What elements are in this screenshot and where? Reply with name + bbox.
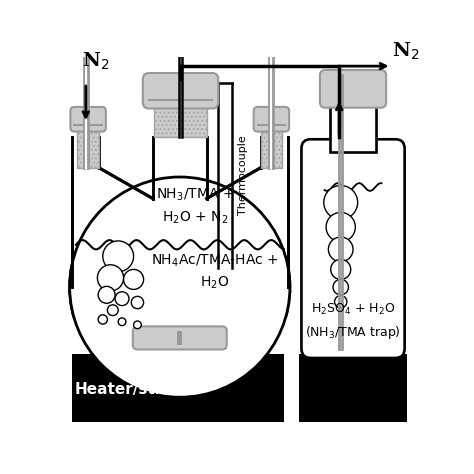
Circle shape [118,318,126,326]
Circle shape [324,185,358,219]
Bar [299,354,407,422]
Circle shape [134,321,141,328]
Circle shape [333,279,348,295]
Text: NH$_4$Ac/TMA-HAc +
H$_2$O: NH$_4$Ac/TMA-HAc + H$_2$O [151,252,278,291]
Circle shape [97,265,124,291]
Bar [177,331,182,345]
Text: N$_2$: N$_2$ [82,50,109,72]
Bar [72,354,284,422]
Bar [73,168,287,354]
Circle shape [326,212,356,242]
FancyBboxPatch shape [320,70,386,108]
Text: H$_2$SO$_4$ + H$_2$O
(NH$_3$/TMA trap): H$_2$SO$_4$ + H$_2$O (NH$_3$/TMA trap) [305,302,401,341]
Bar [261,126,282,168]
Circle shape [70,177,290,397]
Bar [72,354,284,422]
FancyBboxPatch shape [254,107,289,132]
Bar [77,126,99,168]
Circle shape [108,305,118,316]
FancyBboxPatch shape [143,73,219,109]
FancyBboxPatch shape [301,139,405,358]
Text: Thermocouple: Thermocouple [237,136,247,215]
Text: Heater/stirrer: Heater/stirrer [74,382,193,397]
Circle shape [98,286,115,303]
Circle shape [115,292,129,306]
Text: N$_2$: N$_2$ [392,41,419,62]
Bar [330,99,376,152]
Circle shape [103,241,134,272]
Bar [155,95,207,137]
Bar [155,95,207,137]
Circle shape [124,269,144,290]
Circle shape [335,296,347,308]
Circle shape [131,296,144,309]
Bar [261,126,282,168]
FancyBboxPatch shape [71,107,106,132]
FancyBboxPatch shape [133,327,227,349]
Circle shape [328,237,353,262]
Text: NH$_3$/TMA +
H$_2$O + N$_2$: NH$_3$/TMA + H$_2$O + N$_2$ [156,187,234,226]
Circle shape [98,315,108,324]
Bar [77,126,99,168]
Circle shape [70,177,290,397]
Circle shape [331,259,351,279]
